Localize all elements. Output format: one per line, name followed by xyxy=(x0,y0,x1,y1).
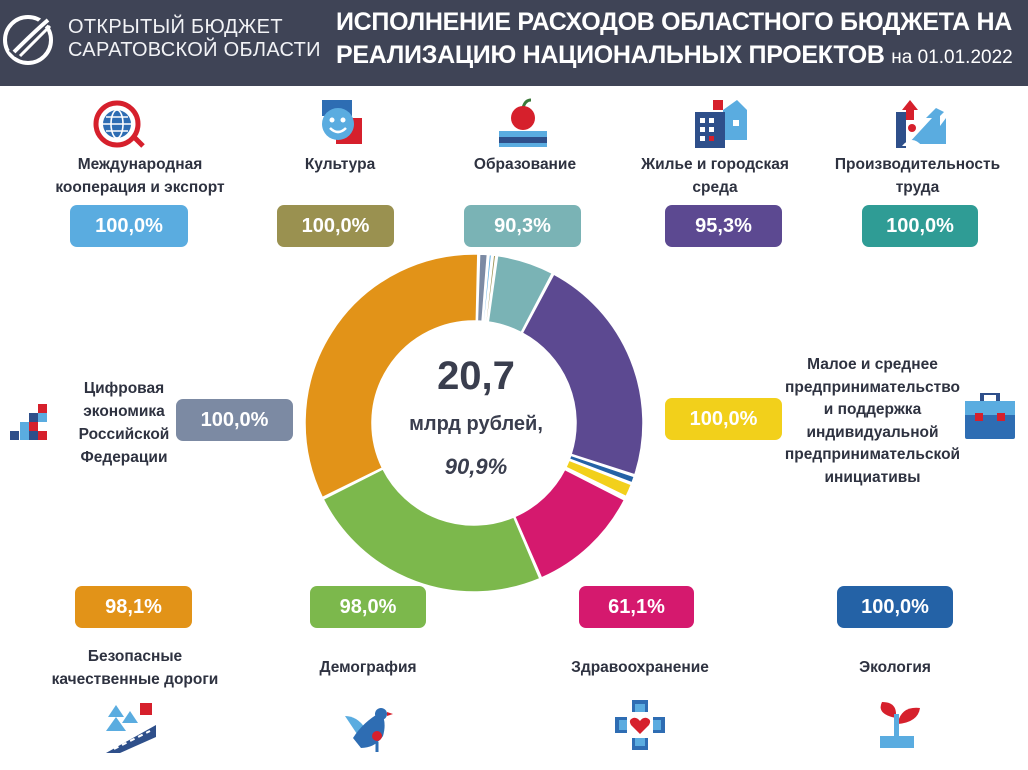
donut-slice-0 xyxy=(476,253,489,323)
percent-badge-demography: 98,0% xyxy=(310,586,426,628)
bird-icon xyxy=(345,708,393,752)
total-execution-percent: 90,9% xyxy=(444,454,508,479)
pixel-squares-icon xyxy=(10,404,47,440)
percent-badge-small-business: 100,0% xyxy=(665,398,782,440)
road-trees-icon xyxy=(106,703,156,753)
donut-slice-2 xyxy=(484,254,497,323)
category-label-demography: Демография xyxy=(319,659,417,676)
total-unit: млрд рублей, xyxy=(409,413,543,435)
category-label-roads: Безопасные качественные дороги xyxy=(51,648,219,688)
category-label-education: Образование xyxy=(473,156,577,173)
sprout-icon xyxy=(880,702,920,748)
category-label-housing: Жилье и городская среда xyxy=(641,156,789,196)
total-amount: 20,7 xyxy=(437,354,515,398)
briefcase-icon xyxy=(965,393,1015,439)
category-label-small-business: Малое и среднее предпринимательство и по… xyxy=(784,356,961,486)
org-name: ОТКРЫТЫЙ БЮДЖЕТ САРАТОВСКОЙ ОБЛАСТИ xyxy=(68,16,321,62)
category-label-digital: Цифровая экономика Российской Федерации xyxy=(78,380,170,466)
donut-slice-9 xyxy=(322,467,541,593)
org-name-line2: САРАТОВСКОЙ ОБЛАСТИ xyxy=(68,39,321,61)
title-line1: ИСПОЛНЕНИЕ РАСХОДОВ ОБЛАСТНОГО БЮДЖЕТА Н… xyxy=(336,8,1013,36)
donut-slice-8 xyxy=(513,468,626,579)
open-budget-logo-icon xyxy=(3,14,53,65)
growth-arrow-icon xyxy=(896,100,946,148)
donut-slice-1 xyxy=(482,253,493,323)
donut-slice-3 xyxy=(487,254,554,334)
category-label-culture: Культура xyxy=(304,156,376,173)
percent-badge-productivity: 100,0% xyxy=(862,205,978,247)
globe-icon xyxy=(93,100,145,148)
header-bar: ОТКРЫТЫЙ БЮДЖЕТ САРАТОВСКОЙ ОБЛАСТИ ИСПО… xyxy=(0,0,1028,86)
percent-badge-housing: 95,3% xyxy=(665,205,782,247)
category-label-ecology: Экология xyxy=(859,659,931,676)
percent-badge-education: 90,3% xyxy=(464,205,581,247)
report-date: на 01.01.2022 xyxy=(891,47,1013,68)
donut-slice-5 xyxy=(568,454,636,484)
percent-badge-international: 100,0% xyxy=(70,205,188,247)
apple-book-icon xyxy=(499,98,547,147)
percent-badge-ecology: 100,0% xyxy=(837,586,953,628)
donut-slice-4 xyxy=(521,273,644,476)
theatre-mask-icon xyxy=(322,100,362,144)
percent-badge-roads: 98,1% xyxy=(75,586,192,628)
houses-icon xyxy=(695,100,747,148)
page-title: ИСПОЛНЕНИЕ РАСХОДОВ ОБЛАСТНОГО БЮДЖЕТА Н… xyxy=(336,6,1013,74)
title-line2: РЕАЛИЗАЦИЮ НАЦИОНАЛЬНЫХ ПРОЕКТОВ xyxy=(336,41,885,69)
category-label-healthcare: Здравоохранение xyxy=(571,659,709,676)
medical-heart-icon xyxy=(615,700,665,750)
percent-badge-healthcare: 61,1% xyxy=(579,586,694,628)
donut-slice-6 xyxy=(564,459,633,498)
donut-slice-7 xyxy=(564,467,627,500)
org-name-line1: ОТКРЫТЫЙ БЮДЖЕТ xyxy=(68,16,283,38)
category-label-productivity: Производительность труда xyxy=(834,156,1001,196)
percent-badge-culture: 100,0% xyxy=(277,205,394,247)
donut-slice-10 xyxy=(304,253,479,499)
category-label-international: Международная кооперация и экспорт xyxy=(55,156,225,196)
percent-badge-digital: 100,0% xyxy=(176,399,293,441)
